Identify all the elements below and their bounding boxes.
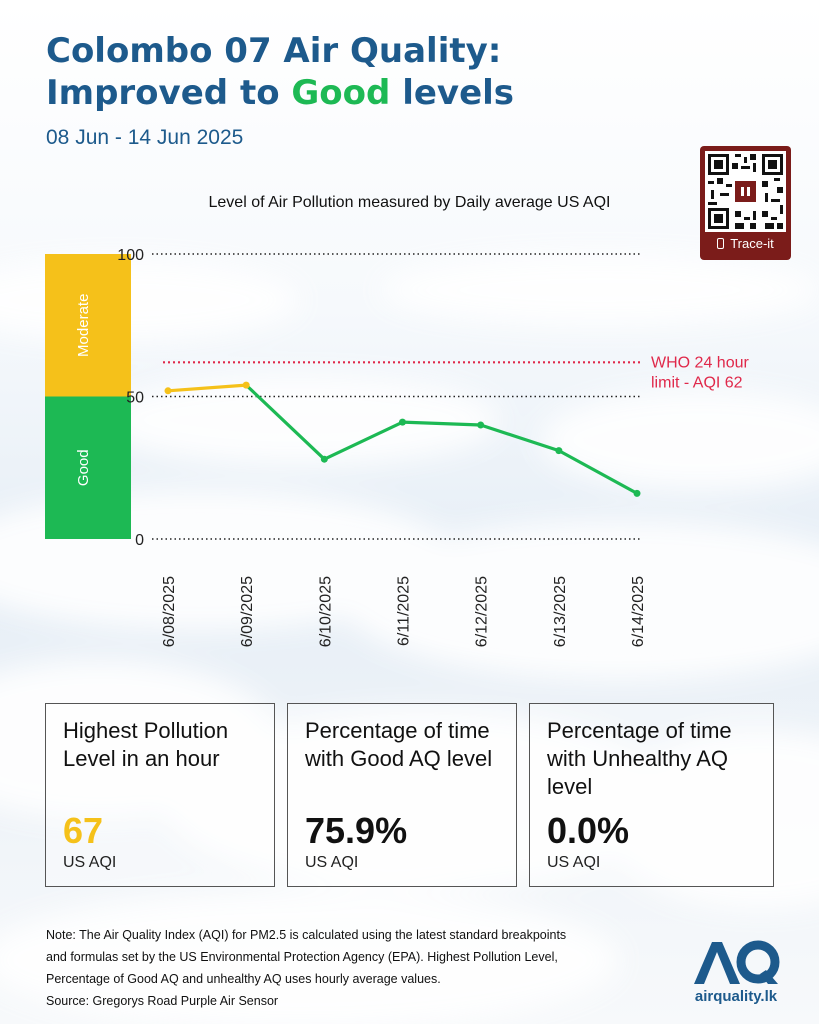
title-line-2-pre: Improved to <box>46 73 292 113</box>
aqi-line-chart: Good Moderate 0 50 100 WHO 24 hour limit - AQI… <box>45 247 749 647</box>
card-label: Percentage of time with Unhealthy AQ lev… <box>547 717 732 801</box>
card-label-line: Percentage of time <box>547 718 732 743</box>
x-tick-label: 6/14/2025 <box>630 576 647 647</box>
x-tick-label: 6/11/2025 <box>396 576 413 646</box>
chart-title: Level of Air Pollution measured by Daily… <box>208 194 611 211</box>
series-segment <box>557 449 639 495</box>
card-value: 0.0% <box>547 810 630 851</box>
card-unit: US AQI <box>63 854 117 871</box>
note-line: and formulas set by the US Environmental… <box>46 950 558 964</box>
who-limit-label-line-2: limit - AQI 62 <box>651 374 743 391</box>
series-segment <box>244 383 326 461</box>
aq-logo-mark <box>694 940 780 984</box>
x-tick-label: 6/08/2025 <box>161 576 178 647</box>
card-unit: US AQI <box>547 854 601 871</box>
card-good-percentage: Percentage of time with Good AQ level 75… <box>287 703 517 887</box>
band-good <box>45 396 131 539</box>
card-label: Highest Pollution Level in an hour <box>63 717 228 773</box>
card-label-line: with Good AQ level <box>305 746 493 771</box>
series-segment <box>166 383 248 393</box>
title-good-word: Good <box>291 73 391 113</box>
card-unit: US AQI <box>305 854 359 871</box>
card-label: Percentage of time with Good AQ level <box>305 717 492 773</box>
note-line: Note: The Air Quality Index (AQI) for PM… <box>46 928 567 942</box>
band-label-moderate: Moderate <box>75 294 92 357</box>
x-tick-label: 6/12/2025 <box>474 576 491 647</box>
data-point <box>164 387 172 395</box>
data-point <box>633 489 641 497</box>
qr-code-icon <box>705 151 786 232</box>
card-label-line: Percentage of time <box>305 718 490 743</box>
data-point <box>242 381 250 389</box>
x-tick-label: 6/10/2025 <box>317 576 334 647</box>
card-label-line: level <box>547 774 593 799</box>
band-moderate <box>45 254 131 397</box>
title-line-1: Colombo 07 Air Quality: <box>46 31 502 71</box>
footer-note: Note: The Air Quality Index (AQI) for PM… <box>46 924 666 1012</box>
card-label-line: Level in an hour <box>63 746 220 771</box>
y-tick-label: 50 <box>126 390 144 407</box>
data-point <box>320 455 328 463</box>
y-tick-label: 100 <box>117 247 144 264</box>
card-value: 67 <box>63 810 104 851</box>
title-line-2: Improved to Good levels <box>46 72 666 114</box>
x-tick-label: 6/13/2025 <box>552 576 569 647</box>
page-title: Colombo 07 Air Quality: Improved to Good… <box>46 30 666 114</box>
note-source: Source: Gregorys Road Purple Air Sensor <box>46 994 279 1008</box>
trace-it-qr-badge[interactable]: Trace-it <box>700 146 791 260</box>
card-unhealthy-percentage: Percentage of time with Unhealthy AQ lev… <box>529 703 774 887</box>
card-highest-pollution: Highest Pollution Level in an hour 67 US… <box>45 703 275 887</box>
date-range: 08 Jun - 14 Jun 2025 <box>46 126 244 149</box>
title-line-2-post: levels <box>390 73 515 113</box>
logo-text: airquality.lk <box>694 988 778 1005</box>
band-label-good: Good <box>75 449 92 486</box>
series-segment <box>400 420 483 427</box>
data-point <box>555 447 563 455</box>
card-label-line: Highest Pollution <box>63 718 229 743</box>
card-label-line: with Unhealthy AQ <box>547 746 728 771</box>
y-tick-label: 0 <box>135 532 144 549</box>
trace-it-text: Trace-it <box>730 236 774 251</box>
airquality-logo[interactable]: airquality.lk <box>686 936 786 1008</box>
card-value: 75.9% <box>305 810 408 851</box>
data-point <box>477 421 485 429</box>
x-tick-label: 6/09/2025 <box>239 576 256 647</box>
series-segment <box>322 420 405 461</box>
series-segment <box>479 423 561 453</box>
phone-icon <box>717 238 725 249</box>
who-limit-label-line-1: WHO 24 hour <box>651 354 749 371</box>
data-point <box>399 418 406 426</box>
note-line: Percentage of Good AQ and unhealthy AQ u… <box>46 972 441 986</box>
trace-it-label: Trace-it <box>700 236 791 251</box>
